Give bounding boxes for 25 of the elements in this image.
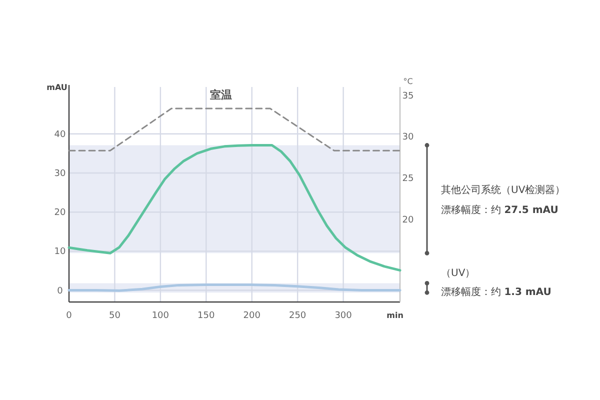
y-tick-label: 20 bbox=[54, 208, 66, 218]
x-tick-label: 300 bbox=[334, 311, 352, 321]
y-tick-label: 30 bbox=[54, 169, 66, 179]
y-tick-label: 10 bbox=[54, 247, 66, 258]
text: 其他公司系统（UV检测器） bbox=[441, 184, 566, 196]
y2-tick-label: 25 bbox=[402, 174, 414, 184]
x-tick-label: 100 bbox=[152, 311, 170, 321]
y-tick-label: 0 bbox=[57, 286, 64, 296]
x-tick-label: 50 bbox=[108, 311, 121, 321]
text: 漂移幅度：约 1.3 mAU bbox=[441, 286, 552, 298]
y-tick-label: 40 bbox=[54, 130, 66, 140]
y2-tick-label: 35 bbox=[402, 91, 414, 102]
y2-tick-label: 20 bbox=[402, 215, 414, 226]
line-series bbox=[68, 144, 402, 272]
x-axis-title: min bbox=[386, 311, 404, 320]
x-tick-label: 150 bbox=[198, 311, 216, 321]
y-axis-title: mAU bbox=[46, 83, 68, 92]
text: 漂移幅度：约 27.5 mAU bbox=[441, 204, 558, 216]
x-tick-label: 250 bbox=[288, 311, 306, 321]
y2-axis-title: °C bbox=[403, 77, 414, 86]
text: （UV） bbox=[441, 268, 476, 279]
y2-tick-label: 30 bbox=[402, 132, 414, 143]
x-tick-label: 0 bbox=[66, 311, 72, 321]
series-label: 室温 bbox=[210, 88, 232, 102]
x-tick-label: 200 bbox=[243, 311, 261, 321]
